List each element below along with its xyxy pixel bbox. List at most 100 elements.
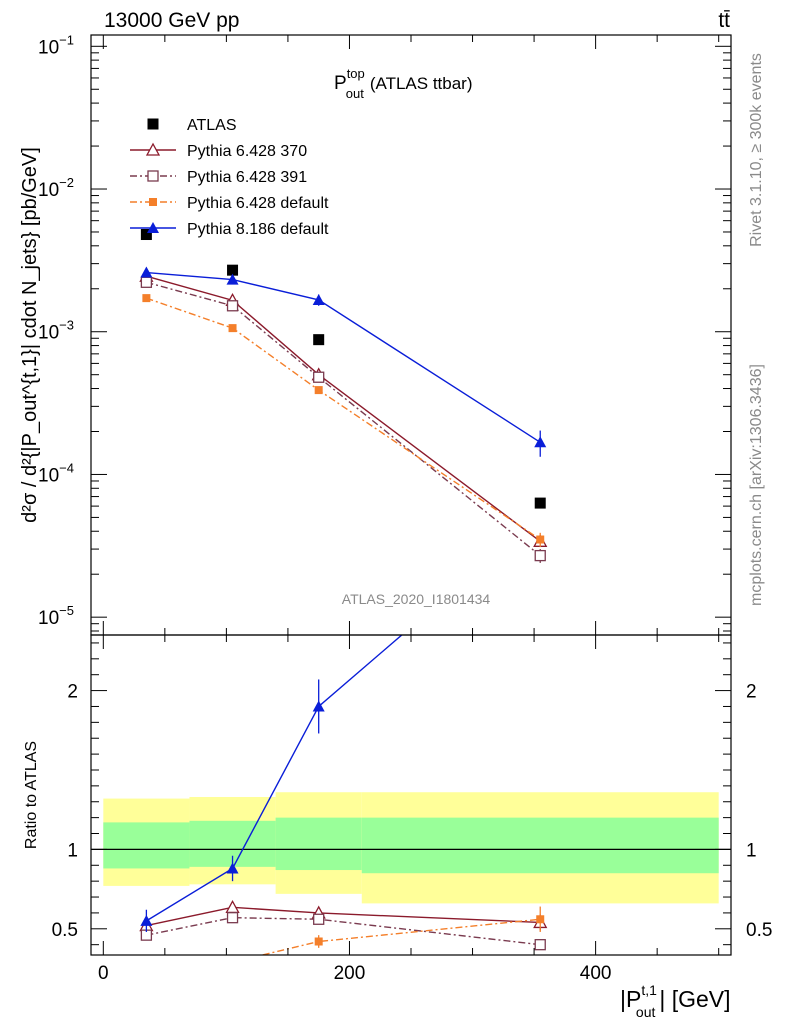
y-tick-label: 10−4 <box>38 460 74 486</box>
uncertainty-band-inner <box>275 817 362 871</box>
mcplots-label: mcplots.cern.ch [arXiv:1306.3436] <box>748 364 765 606</box>
series-py6_370 <box>139 268 548 548</box>
legend-item-atlas: ATLAS <box>147 117 237 134</box>
legend-label: Pythia 8.186 default <box>187 221 329 238</box>
series-py6_391 <box>140 276 546 563</box>
legend-item-py6_370: Pythia 6.428 370 <box>130 142 307 160</box>
ratio-point-py8_default <box>534 510 546 521</box>
ratio-y-tick-label-left: 1 <box>67 840 78 861</box>
ratio-point-py6_default <box>142 980 150 988</box>
analysis-watermark: ATLAS_2020_I1801434 <box>342 591 491 607</box>
rivet-label: Rivet 3.1.10, ≥ 300k events <box>748 53 765 247</box>
ratio-point-py8_default <box>140 914 153 926</box>
ratio-point-py6_391 <box>313 913 325 925</box>
ratio-point-py6_391 <box>534 939 546 951</box>
ratio-y-tick-label-right: 1 <box>746 840 757 861</box>
ratio-y-tick-label-left: 2 <box>67 682 78 703</box>
ratio-point-py8_default <box>312 700 325 712</box>
y-tick-label: 10−3 <box>38 318 74 344</box>
header-left: 13000 GeV pp <box>104 9 239 32</box>
ratio-series-py6_391 <box>140 912 546 951</box>
legend-item-py6_391: Pythia 6.428 391 <box>130 169 307 186</box>
legend-marker <box>145 142 161 156</box>
main-y-label-text: d²σ / d²{|P_out^{t,1}| cdot N_jets} [pb/… <box>19 147 41 523</box>
legend: ATLAS Pythia 6.428 370 Pythia 6.428 391 Pyt… <box>130 117 329 238</box>
y-tick-label: 10−2 <box>38 175 74 201</box>
legend-label: Pythia 6.428 default <box>187 195 329 212</box>
legend-marker <box>147 118 159 130</box>
ratio-line-py6_default <box>259 918 541 955</box>
main-y-label: d²σ / d²{|P_out^{t,1}| cdot N_jets} [pb/… <box>19 147 41 523</box>
ratio-y-axis: 0.5 0.5 1 1 2 2 <box>52 642 772 946</box>
data-point-py6_391 <box>226 300 239 312</box>
ratio-x-tick-label: 200 <box>334 963 366 984</box>
ratio-y-tick-label-right: 0.5 <box>746 920 772 941</box>
series-py8_default <box>140 266 547 457</box>
ratio-line-py8_default <box>146 635 403 922</box>
series-py6_default <box>142 294 545 548</box>
legend-item-py8_default: Pythia 8.186 default <box>130 221 329 238</box>
y-tick-label: 10−5 <box>38 603 74 629</box>
legend-marker <box>149 198 157 206</box>
ratio-x-axis: 0 200 400 <box>98 635 720 984</box>
legend-marker <box>147 222 159 233</box>
x-label-sup: t,1 <box>641 982 657 998</box>
data-point-py6_default <box>142 294 151 303</box>
legend-marker <box>147 170 159 182</box>
data-point-atlas <box>140 229 152 241</box>
x-label-rest: | [GeV] <box>659 986 730 1012</box>
series-line-py6_370 <box>146 275 541 542</box>
main-plot-area <box>139 229 548 563</box>
series-line-py6_391 <box>146 281 541 557</box>
data-point-atlas <box>227 264 239 276</box>
data-point-py8_default <box>140 266 153 278</box>
ratio-point-py6_default <box>536 915 545 924</box>
ratio-point-py6_default <box>314 937 323 946</box>
legend-label: ATLAS <box>187 117 237 134</box>
header-right: tt̄ <box>718 9 730 32</box>
ratio-y-label: Ratio to ATLAS <box>23 741 40 849</box>
ratio-point-py8_default <box>226 862 239 874</box>
ratio-point-py6_370 <box>225 899 240 914</box>
legend-label: Pythia 6.428 370 <box>187 143 307 160</box>
main-y-axis: 10−1 10−2 10−3 10−4 10−5 <box>38 32 731 635</box>
ratio-point-py6_391 <box>226 912 239 924</box>
ratio-line-py6_391 <box>146 916 541 946</box>
ratio-x-label: |Pt,1 out | [GeV] <box>620 982 731 1020</box>
data-point-py8_default <box>226 273 239 285</box>
ratio-line-py6_370 <box>146 906 541 927</box>
ratio-series-py6_370 <box>139 899 548 932</box>
data-point-atlas <box>534 497 546 509</box>
ratio-series-py6_default <box>142 906 545 988</box>
data-point-py8_default <box>312 293 325 305</box>
x-label-sub: out <box>636 1004 656 1020</box>
series-atlas <box>140 229 546 509</box>
ratio-y-tick-label-left: 0.5 <box>52 920 78 941</box>
ratio-series-py8_default <box>140 510 546 932</box>
ratio-x-tick-label: 400 <box>580 963 612 984</box>
ratio-plot-area <box>91 510 731 988</box>
plot-title: Ptop out (ATLAS ttbar) <box>334 66 473 101</box>
legend-item-py6_default: Pythia 6.428 default <box>130 195 329 212</box>
ratio-y-tick-label-right: 2 <box>746 682 757 703</box>
plot-title-base: P <box>334 73 347 94</box>
data-point-py6_391 <box>313 371 325 383</box>
series-line-py6_default <box>146 297 541 541</box>
series-line-py8_default <box>146 271 541 443</box>
data-point-py6_391 <box>534 549 546 562</box>
plot-title-sup: top <box>347 66 365 81</box>
data-point-py6_default <box>228 324 237 333</box>
data-point-py6_default <box>314 386 323 395</box>
legend-label: Pythia 6.428 391 <box>187 169 307 186</box>
ratio-point-py6_default <box>229 958 237 966</box>
x-label-base: |P <box>620 986 641 1012</box>
data-point-atlas <box>313 334 325 346</box>
plot-title-sub: out <box>346 86 364 101</box>
ratio-panel: 0.5 0.5 1 1 2 2 0 200 400 Ratio to ATLAS |Pt,1 o… <box>23 510 772 1020</box>
data-point-py8_default <box>534 436 547 448</box>
uncertainty-band-inner <box>103 822 190 869</box>
plot-title-rest: (ATLAS ttbar) <box>370 74 473 93</box>
data-point-py6_default <box>536 535 545 544</box>
main-panel: 10−1 10−2 10−3 10−4 10−5 Ptop out (ATLAS ttbar… <box>19 32 732 636</box>
